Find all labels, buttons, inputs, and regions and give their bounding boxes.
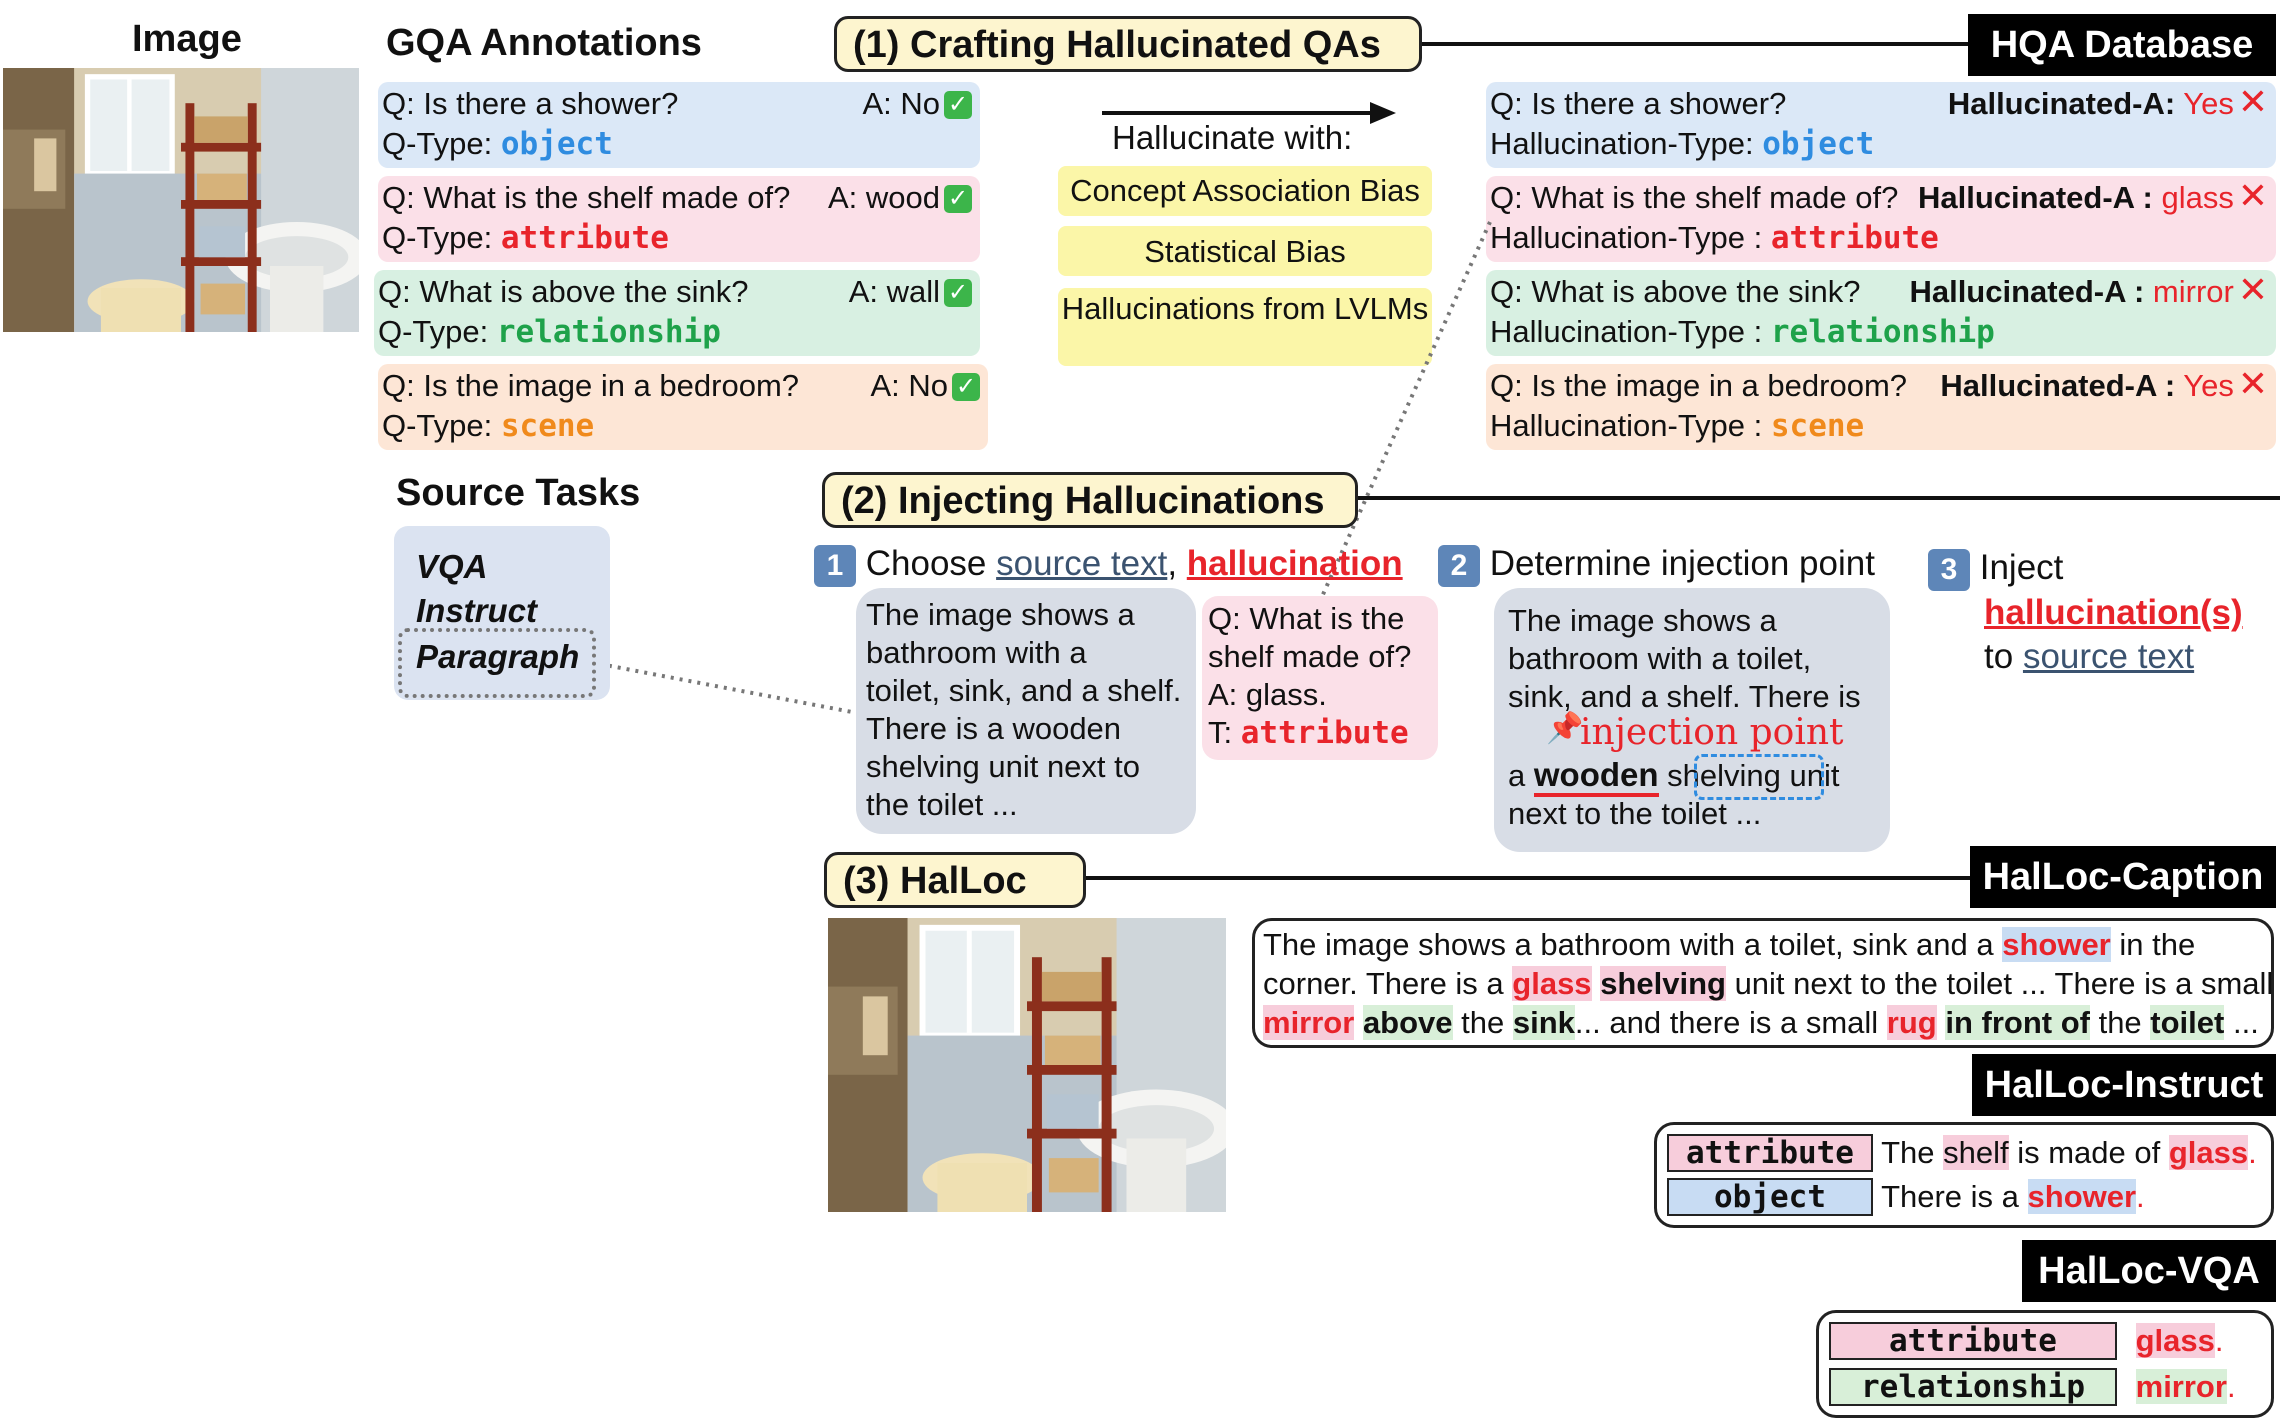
bathroom-photo-large: [828, 918, 1226, 1212]
checkmark-icon: ✓: [944, 279, 972, 307]
hqa-answer: Hallucinated-A: Yes ✕: [1947, 81, 2268, 122]
gqa-question: Q: What is the shelf made of?: [382, 180, 791, 215]
htype-label: Hallucination-Type :: [1490, 220, 1763, 255]
tag-attribute: attribute: [1667, 1134, 1873, 1172]
step2-line: [1358, 496, 2280, 500]
qtype-label: Q-Type:: [382, 408, 493, 443]
hqa-answer: Hallucinated-A : Yes ✕: [1940, 363, 2268, 404]
htype-label: Hallucination-Type :: [1490, 408, 1763, 443]
gqa-title: GQA Annotations: [386, 22, 702, 64]
step2-determine: 2 Determine injection point: [1438, 544, 1875, 587]
hqa-answer: Hallucinated-A : mirror ✕: [1909, 269, 2268, 310]
qtype-label: Q-Type:: [382, 126, 493, 161]
injection-box: [1694, 754, 1824, 800]
hqa-question: Q: Is there a shower?: [1490, 86, 1787, 121]
qtype-value: relationship: [496, 314, 721, 350]
image-title: Image: [132, 18, 242, 60]
pin-icon: 📌: [1546, 712, 1584, 745]
hqa-question: Q: What is above the sink?: [1490, 274, 1861, 309]
task-paragraph-label: Paragraph: [416, 638, 580, 675]
bias-concept-association: Concept Association Bias: [1058, 166, 1432, 216]
gqa-answer: A: wall ✓: [849, 272, 972, 311]
hqa-question: Q: What is the shelf made of?: [1490, 180, 1899, 215]
gqa-item-relationship: Q: What is above the sink? A: wall ✓ Q-Ty…: [374, 270, 980, 356]
arrow-icon: [1102, 102, 1396, 124]
caption-box: The image shows a bathroom with a toilet…: [1252, 918, 2274, 1048]
step-number: 2: [1438, 544, 1480, 587]
htype-value: attribute: [1770, 220, 1939, 256]
gqa-item-object: Q: Is there a shower? A: No ✓ Q-Type: obj…: [378, 82, 980, 168]
gqa-question: Q: What is above the sink?: [378, 274, 749, 309]
cross-icon: ✕: [2237, 81, 2268, 122]
tag-relationship: relationship: [1829, 1368, 2117, 1406]
cross-icon: ✕: [2237, 175, 2268, 216]
task-instruct: Instruct: [416, 592, 538, 629]
hqa-item-object: Q: Is there a shower? Hallucinated-A: Ye…: [1486, 82, 2276, 168]
vqa-box: attribute glass. relationship mirror.: [1816, 1310, 2274, 1418]
task-vqa: VQA: [416, 548, 488, 585]
hqa-item-attribute: Q: What is the shelf made of? Hallucinat…: [1486, 176, 2276, 262]
htype-label: Hallucination-Type :: [1490, 314, 1763, 349]
source-tasks-box: [394, 526, 610, 700]
gqa-answer: A: No ✓: [862, 84, 972, 123]
checkmark-icon: ✓: [944, 185, 972, 213]
injection-point-label: injection point: [1580, 712, 1844, 753]
gqa-answer: A: No ✓: [870, 366, 980, 405]
halloc-vqa-label: HalLoc-VQA: [2022, 1240, 2276, 1302]
halloc-instruct-label: HalLoc-Instruct: [1972, 1054, 2276, 1116]
checkmark-icon: ✓: [944, 91, 972, 119]
source-bubble: The image shows a bathroom with a toilet…: [856, 588, 1196, 834]
hqa-question: Q: Is the image in a bedroom?: [1490, 368, 1908, 403]
qtype-value: object: [500, 126, 613, 162]
gqa-item-attribute: Q: What is the shelf made of? A: wood ✓ Q…: [378, 176, 980, 262]
hqa-database-label: HQA Database: [1968, 14, 2276, 76]
task-paragraph: [398, 628, 596, 698]
htype-value: relationship: [1770, 314, 1995, 350]
bias-lvlm: Hallucinations from LVLMs: [1058, 288, 1432, 366]
step2-choose: 1 Choose source text, hallucination: [814, 544, 1403, 587]
gqa-question: Q: Is there a shower?: [382, 86, 679, 121]
step2-inject: 3 Inject hallucination(s) to source text: [1928, 546, 2243, 679]
qtype-label: Q-Type:: [382, 220, 493, 255]
tag-object: object: [1667, 1178, 1873, 1216]
tag-attribute: attribute: [1829, 1322, 2117, 1360]
step2-title: (2) Injecting Hallucinations: [822, 472, 1358, 528]
hqa-answer: Hallucinated-A : glass ✕: [1918, 175, 2268, 216]
step3-title: (3) HalLoc ∋: [824, 852, 1086, 954]
checkmark-icon: ✓: [952, 373, 980, 401]
qtype-value: attribute: [500, 220, 669, 256]
step1-line: [1422, 42, 1970, 46]
htype-value: object: [1762, 126, 1875, 162]
step-number: 1: [814, 544, 856, 587]
bias-statistical: Statistical Bias: [1058, 226, 1432, 276]
gqa-item-scene: Q: Is the image in a bedroom? A: No ✓ Q-T…: [378, 364, 988, 450]
injection-bubble: The image shows a bathroom with a toilet…: [1494, 588, 1890, 852]
htype-value: scene: [1770, 408, 1865, 444]
cross-icon: ✕: [2237, 269, 2268, 310]
qtype-label: Q-Type:: [378, 314, 489, 349]
cross-icon: ✕: [2237, 363, 2268, 404]
hqa-item-relationship: Q: What is above the sink? Hallucinated-…: [1486, 270, 2276, 356]
htype-label: Hallucination-Type:: [1490, 126, 1754, 161]
gqa-answer: A: wood ✓: [828, 178, 972, 217]
hallucinate-with: Hallucinate with:: [1112, 119, 1353, 156]
gqa-question: Q: Is the image in a bedroom?: [382, 368, 800, 403]
hallucination-bubble: Q: What is the shelf made of? A: glass. …: [1202, 596, 1438, 760]
hqa-item-scene: Q: Is the image in a bedroom? Hallucinat…: [1486, 364, 2276, 450]
halloc-caption-label: HalLoc-Caption: [1970, 846, 2276, 908]
qtype-value: scene: [500, 408, 595, 444]
bathroom-photo: [3, 68, 359, 332]
step1-title: (1) Crafting Hallucinated QAs: [834, 16, 1422, 72]
step3-line: [1086, 876, 1972, 880]
instruct-box: attribute The shelf is made of glass. ob…: [1654, 1122, 2274, 1228]
source-tasks-title: Source Tasks: [396, 472, 641, 514]
step-number: 3: [1928, 548, 1970, 591]
